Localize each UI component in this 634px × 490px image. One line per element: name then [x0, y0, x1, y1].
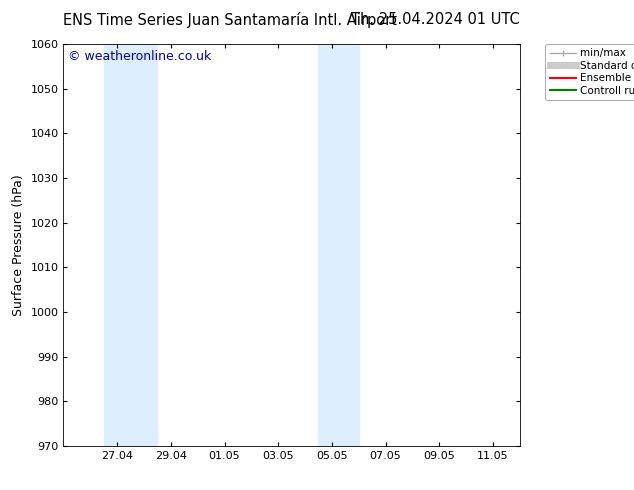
- Text: © weatheronline.co.uk: © weatheronline.co.uk: [68, 50, 211, 63]
- Bar: [104, 44, 157, 446]
- Text: ENS Time Series Juan Santamaría Intl. Airport: ENS Time Series Juan Santamaría Intl. Ai…: [63, 12, 398, 28]
- Legend: min/max, Standard deviation, Ensemble mean run, Controll run: min/max, Standard deviation, Ensemble me…: [545, 44, 634, 100]
- Y-axis label: Surface Pressure (hPa): Surface Pressure (hPa): [12, 174, 25, 316]
- Bar: [318, 44, 359, 446]
- Text: Th. 25.04.2024 01 UTC: Th. 25.04.2024 01 UTC: [351, 12, 520, 27]
